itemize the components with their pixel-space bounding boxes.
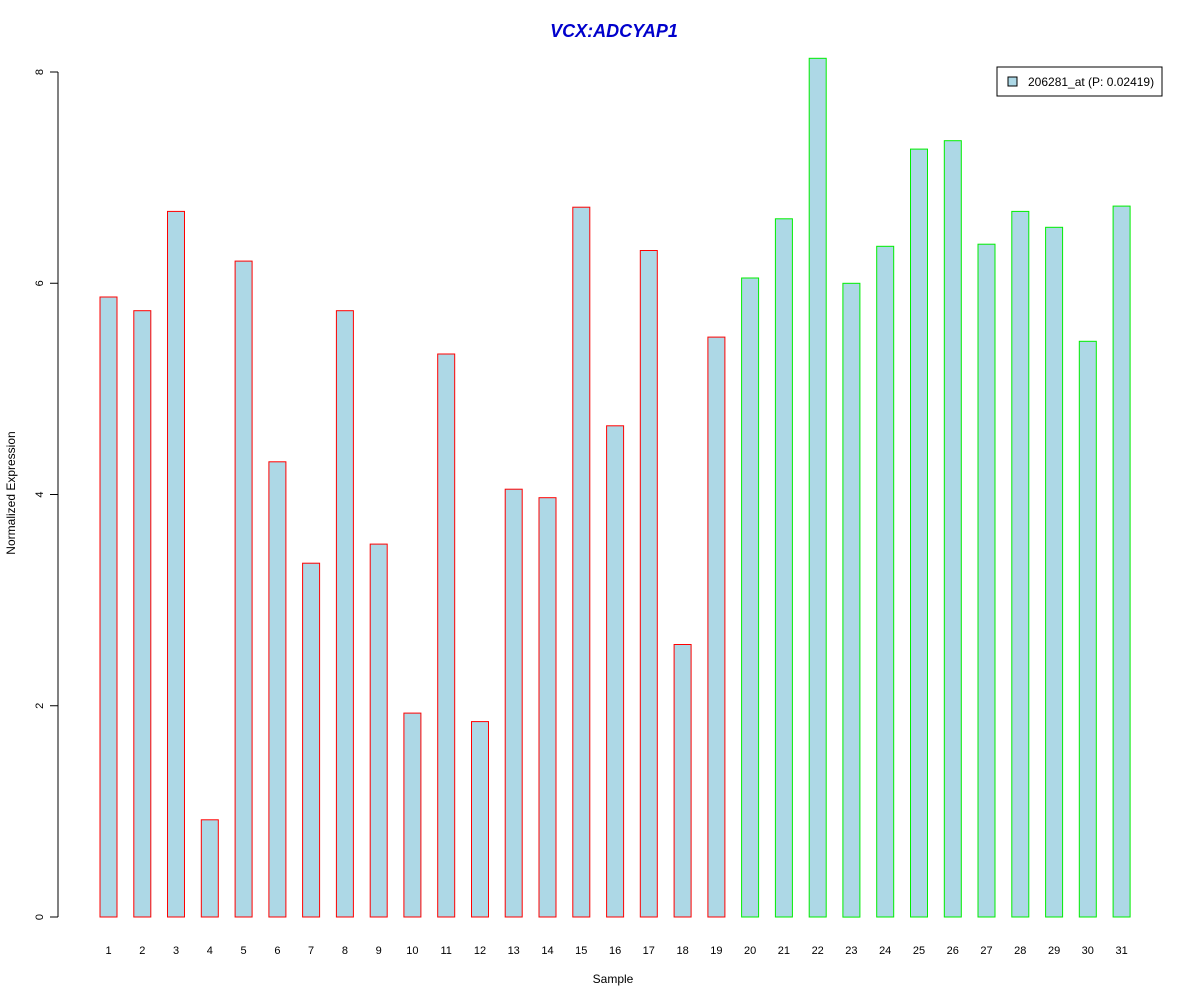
x-tick-label: 23	[845, 945, 857, 957]
x-tick-label: 19	[710, 945, 722, 957]
x-tick-label: 5	[241, 945, 247, 957]
bar-sample-1	[99, 296, 118, 918]
bar-sample-6	[268, 461, 287, 918]
bar-sample-12	[471, 721, 489, 918]
y-tick-label: 6	[34, 280, 46, 286]
bar-sample-20	[741, 277, 760, 918]
legend-swatch	[1007, 76, 1018, 87]
bar-sample-23	[842, 282, 861, 918]
x-tick-label: 7	[308, 945, 314, 957]
x-tick-label: 13	[508, 945, 520, 957]
x-tick-label: 27	[980, 945, 992, 957]
x-tick-label: 16	[609, 945, 621, 957]
x-tick-label: 26	[947, 945, 959, 957]
bar-sample-13	[504, 488, 523, 918]
bar-sample-9	[369, 543, 388, 918]
x-tick-label: 22	[812, 945, 824, 957]
bar-sample-21	[774, 218, 793, 918]
x-tick-label: 28	[1014, 945, 1026, 957]
bar-sample-15	[572, 206, 591, 918]
bar-sample-4	[200, 819, 219, 918]
y-axis: 0 2 4 6 8	[34, 69, 59, 920]
y-tick-label: 4	[34, 491, 46, 497]
x-tick-label: 15	[575, 945, 587, 957]
y-tick-label: 8	[34, 69, 46, 75]
bar-sample-16	[606, 425, 625, 918]
x-tick-label: 3	[173, 945, 179, 957]
x-tick-label: 17	[643, 945, 655, 957]
bar-sample-24	[876, 245, 895, 918]
x-tick-label: 29	[1048, 945, 1060, 957]
bar-sample-28	[1011, 210, 1030, 918]
bar-sample-10	[403, 712, 422, 918]
bar-sample-5	[234, 260, 253, 918]
y-tick-label: 2	[34, 703, 46, 709]
bar-sample-31	[1112, 205, 1131, 918]
bar-sample-30	[1078, 340, 1097, 918]
x-tick-label: 21	[778, 945, 790, 957]
x-tick-label: 25	[913, 945, 925, 957]
bar-sample-14	[538, 497, 557, 918]
x-tick-label: 4	[207, 945, 213, 957]
x-tick-label: 14	[541, 945, 553, 957]
x-tick-label: 18	[676, 945, 688, 957]
x-tick-label: 10	[406, 945, 418, 957]
bars-group	[99, 57, 1131, 918]
legend-label: 206281_at (P: 0.02419)	[1028, 75, 1154, 89]
bar-sample-11	[437, 353, 456, 918]
x-tick-label: 1	[105, 945, 111, 957]
y-tick-label: 0	[34, 914, 46, 920]
bar-sample-25	[910, 148, 928, 918]
x-tick-label: 30	[1082, 945, 1094, 957]
x-tick-label: 6	[274, 945, 280, 957]
bar-sample-18	[673, 644, 692, 918]
x-tick-label: 12	[474, 945, 486, 957]
legend-box	[996, 66, 1163, 97]
x-tick-label: 20	[744, 945, 756, 957]
bar-sample-26	[943, 140, 962, 918]
bar-sample-2	[133, 310, 152, 918]
bar-sample-27	[977, 243, 996, 918]
bar-sample-3	[167, 210, 185, 918]
legend: 206281_at (P: 0.02419)	[996, 66, 1163, 97]
bar-sample-7	[302, 562, 321, 918]
chart-title: VCX:ADCYAP1	[550, 21, 678, 41]
x-axis-label: Sample	[593, 972, 634, 986]
bar-sample-22	[808, 57, 827, 918]
bar-sample-19	[707, 336, 726, 918]
x-tick-labels: 1 2 3 4 5 6 7 8 9 10 11 12 13 14 15 16 17 18 19 20 21 22 23 24 2…	[105, 945, 1127, 957]
x-tick-label: 8	[342, 945, 348, 957]
x-tick-label: 11	[440, 945, 451, 957]
bar-sample-8	[335, 310, 354, 918]
x-tick-label: 24	[879, 945, 891, 957]
x-tick-label: 31	[1115, 945, 1127, 957]
x-tick-label: 2	[139, 945, 145, 957]
bar-sample-17	[639, 250, 658, 918]
y-axis-label: Normalized Expression	[4, 431, 18, 554]
bar-sample-29	[1045, 226, 1064, 918]
x-tick-label: 9	[376, 945, 382, 957]
